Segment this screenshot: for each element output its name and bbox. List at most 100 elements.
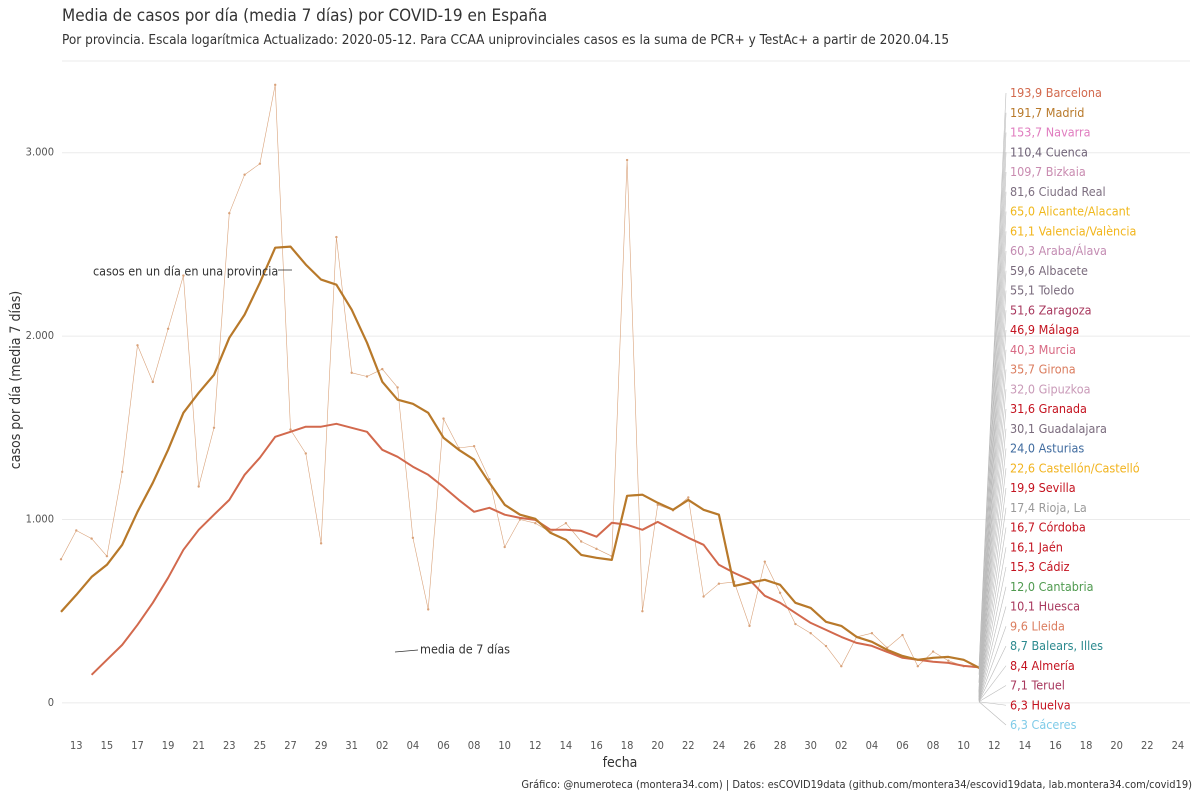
- end-label-value: 6,3: [1010, 717, 1028, 732]
- x-tick-label: 31: [345, 739, 358, 752]
- end-label: 16,7 Córdoba: [1010, 519, 1086, 534]
- end-label-value: 110,4: [1010, 144, 1042, 159]
- label-leader: [978, 626, 1007, 702]
- label-leader: [978, 171, 1007, 683]
- x-tick-label: 18: [1080, 739, 1093, 752]
- point: [136, 344, 139, 347]
- end-label-value: 15,3: [1010, 559, 1035, 574]
- end-label: 51,6 Zaragoza: [1010, 302, 1092, 317]
- point: [427, 608, 430, 611]
- end-label-value: 60,3: [1010, 243, 1035, 258]
- label-leader: [978, 448, 1007, 699]
- end-label: 15,3 Cádiz: [1010, 559, 1070, 574]
- point: [121, 470, 124, 474]
- point: [228, 212, 231, 215]
- end-label-value: 16,7: [1010, 519, 1035, 534]
- x-tick-label: 10: [957, 739, 970, 752]
- end-label: 22,6 Castellón/Castelló: [1010, 460, 1140, 475]
- end-label-name: Valencia/València: [1039, 223, 1137, 238]
- point: [947, 659, 950, 662]
- point: [702, 595, 705, 598]
- label-leader: [978, 701, 1007, 706]
- point: [580, 540, 583, 543]
- label-leader: [978, 685, 1007, 702]
- end-label-name: Cádiz: [1039, 559, 1070, 574]
- end-label: 12,0 Cantabria: [1010, 578, 1094, 593]
- y-tick-label: 0: [48, 696, 54, 709]
- end-label-value: 8,7: [1010, 638, 1028, 653]
- end-label-value: 17,4: [1010, 499, 1035, 514]
- point: [763, 560, 766, 563]
- point: [90, 537, 93, 540]
- x-tick-label: 22: [682, 739, 695, 752]
- label-leader: [978, 408, 1007, 698]
- label-leader: [978, 112, 1007, 668]
- annotation: media de 7 días: [420, 642, 510, 657]
- end-label-value: 32,0: [1010, 381, 1035, 396]
- point: [870, 632, 874, 635]
- end-label: 35,7 Girona: [1010, 361, 1076, 376]
- end-label: 46,9 Málaga: [1010, 322, 1079, 337]
- label-leader: [978, 606, 1007, 702]
- end-label: 19,9 Sevilla: [1010, 480, 1076, 495]
- end-label-value: 46,9: [1010, 322, 1035, 337]
- point: [778, 591, 782, 595]
- point: [717, 582, 721, 585]
- x-tick-label: 04: [866, 739, 879, 752]
- point: [212, 426, 216, 430]
- end-label: 55,1 Toledo: [1010, 282, 1074, 297]
- chart-title: Media de casos por día (media 7 días) po…: [62, 6, 547, 26]
- end-label-value: 81,6: [1010, 183, 1035, 198]
- x-tick-label: 24: [1172, 739, 1185, 752]
- end-label-name: Asturias: [1039, 440, 1085, 455]
- x-tick-label: 14: [1019, 739, 1032, 752]
- point: [243, 173, 246, 176]
- end-label-name: Málaga: [1039, 322, 1080, 337]
- end-label: 65,0 Alicante/Alacant: [1010, 203, 1131, 218]
- end-label-name: Almería: [1031, 657, 1074, 672]
- x-tick-label: 10: [498, 739, 511, 752]
- label-leader: [978, 701, 1007, 726]
- end-label: 10,1 Huesca: [1010, 598, 1080, 613]
- end-label: 81,6 Ciudad Real: [1010, 183, 1106, 198]
- end-label-value: 9,6: [1010, 618, 1028, 633]
- label-leader: [978, 487, 1007, 700]
- point: [840, 665, 843, 668]
- label-leader: [978, 329, 1007, 695]
- caption: Gráfico: @numeroteca (montera34.com) | D…: [521, 778, 1192, 791]
- end-label-value: 193,9: [1010, 85, 1042, 100]
- end-label-name: Araba/Álava: [1039, 243, 1107, 258]
- y-axis-title: casos por día (media 7 días): [8, 291, 24, 469]
- end-label: 8,7 Balears, Illes: [1010, 638, 1103, 653]
- end-label-name: Barcelona: [1046, 85, 1102, 100]
- point: [472, 444, 476, 448]
- x-tick-label: 25: [254, 739, 267, 752]
- point: [105, 554, 109, 558]
- point: [564, 521, 568, 525]
- x-tick-label: 02: [376, 739, 389, 752]
- x-tick-label: 06: [896, 739, 909, 752]
- point: [350, 371, 353, 374]
- x-tick-label: 06: [437, 739, 450, 752]
- annotation-leader: [394, 649, 419, 653]
- label-leader: [978, 468, 1007, 699]
- point: [901, 633, 904, 637]
- end-label-value: 30,1: [1010, 420, 1035, 435]
- x-tick-label: 29: [315, 739, 328, 752]
- end-label-value: 35,7: [1010, 361, 1035, 376]
- end-label-name: Guadalajara: [1039, 420, 1107, 435]
- end-label-name: Murcia: [1039, 341, 1076, 356]
- end-label-name: Ciudad Real: [1039, 183, 1106, 198]
- series-line: [60, 245, 980, 669]
- point: [534, 521, 537, 525]
- x-tick-label: 21: [192, 739, 205, 752]
- end-label-value: 22,6: [1010, 460, 1035, 475]
- end-label-name: Albacete: [1039, 262, 1088, 277]
- end-label: 31,6 Granada: [1010, 401, 1087, 416]
- end-labels: 193,9 Barcelona 191,7 Madrid 153,7 Navarra…: [978, 85, 1140, 732]
- point: [151, 380, 154, 384]
- label-leader: [978, 369, 1007, 697]
- point: [641, 610, 644, 613]
- x-tick-label: 20: [1110, 739, 1123, 752]
